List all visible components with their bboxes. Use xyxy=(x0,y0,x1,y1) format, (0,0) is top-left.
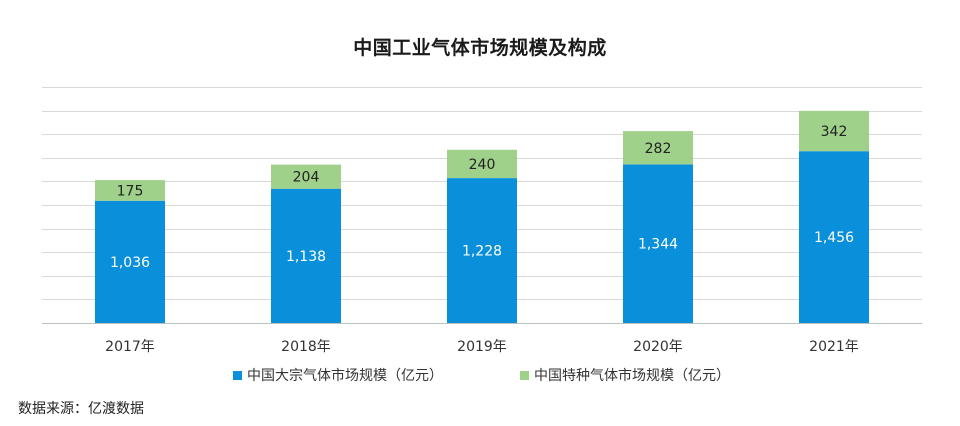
data-label-specialty-gas: 240 xyxy=(469,157,496,173)
data-label-specialty-gas: 282 xyxy=(645,141,672,157)
bar-bulk-gas xyxy=(799,151,869,323)
legend: 中国大宗气体市场规模（亿元） 中国特种气体市场规模（亿元） xyxy=(233,367,730,384)
x-tick-label: 2019年 xyxy=(457,339,507,355)
bar-bulk-gas xyxy=(623,164,693,323)
bar-bulk-gas xyxy=(447,178,517,323)
data-label-specialty-gas: 204 xyxy=(293,170,320,186)
data-label-bulk-gas: 1,036 xyxy=(110,255,150,271)
x-tick-label: 2020年 xyxy=(633,339,683,355)
legend-swatch xyxy=(520,371,529,380)
bar-specialty-gas xyxy=(447,149,517,179)
x-tick-label: 2021年 xyxy=(809,339,859,355)
bar-bulk-gas xyxy=(95,200,165,323)
legend-item-bulk-gas: 中国大宗气体市场规模（亿元） xyxy=(233,367,443,384)
x-axis-tick-labels: 2017年 2018年 2019年 2020年 2021年 xyxy=(105,339,859,355)
bar-specialty-gas xyxy=(623,131,693,165)
bar-specialty-gas xyxy=(95,180,165,201)
x-tick-label: 2017年 xyxy=(105,339,155,355)
legend-label: 中国大宗气体市场规模（亿元） xyxy=(247,367,443,384)
data-label-bulk-gas: 1,228 xyxy=(462,244,502,260)
data-label-bulk-gas: 1,344 xyxy=(638,237,678,253)
legend-swatch xyxy=(233,371,242,380)
x-tick-label: 2018年 xyxy=(281,339,331,355)
data-label-bulk-gas: 1,138 xyxy=(286,249,326,265)
data-label-bulk-gas: 1,456 xyxy=(814,230,854,246)
bar-bulk-gas xyxy=(271,188,341,323)
source-note: 数据来源：亿渡数据 xyxy=(18,401,144,417)
legend-label: 中国特种气体市场规模（亿元） xyxy=(534,367,730,384)
data-label-specialty-gas: 342 xyxy=(821,124,848,140)
chart-title: 中国工业气体市场规模及构成 xyxy=(353,37,607,59)
data-label-specialty-gas: 175 xyxy=(117,183,144,199)
value-labels: 1,036 175 1,138 204 1,228 240 1,344 282 1,456 342 xyxy=(110,124,854,271)
legend-item-specialty-gas: 中国特种气体市场规模（亿元） xyxy=(520,367,730,384)
bars xyxy=(95,110,869,323)
bar-specialty-gas xyxy=(271,164,341,189)
bar-specialty-gas xyxy=(799,110,869,152)
